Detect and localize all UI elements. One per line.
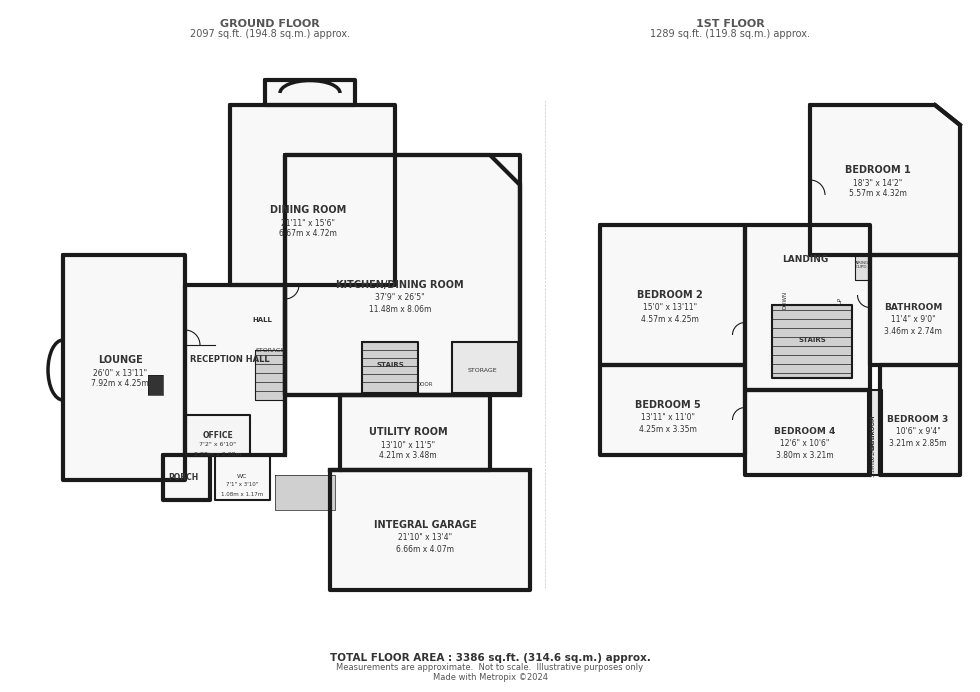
Polygon shape [265,80,355,105]
Polygon shape [452,342,518,393]
Text: 5.57m x 4.32m: 5.57m x 4.32m [849,190,906,199]
Polygon shape [215,455,270,500]
Text: LOUNGE: LOUNGE [98,355,142,365]
Polygon shape [870,255,960,365]
Text: 1289 sq.ft. (119.8 sq.m.) approx.: 1289 sq.ft. (119.8 sq.m.) approx. [650,29,810,39]
Text: 3.21m x 2.85m: 3.21m x 2.85m [889,439,947,448]
Polygon shape [810,105,960,255]
Text: 26'0" x 13'11": 26'0" x 13'11" [93,369,147,378]
Text: DINING ROOM: DINING ROOM [270,205,346,215]
Polygon shape [163,455,210,500]
Text: STORAGE: STORAGE [255,347,285,352]
Polygon shape [362,342,418,393]
Polygon shape [230,105,395,285]
Text: Measurements are approximate.  Not to scale.  Illustrative purposes only: Measurements are approximate. Not to sca… [336,664,644,673]
Text: STORAGE: STORAGE [467,367,497,372]
Text: 18'3" x 14'2": 18'3" x 14'2" [854,179,903,188]
Polygon shape [745,390,870,475]
Polygon shape [880,365,960,475]
Text: 2097 sq.ft. (194.8 sq.m.) approx.: 2097 sq.ft. (194.8 sq.m.) approx. [190,29,350,39]
Text: 6.67m x 4.72m: 6.67m x 4.72m [279,230,337,239]
Text: OFFICE: OFFICE [203,430,233,439]
Text: 11.48m x 8.06m: 11.48m x 8.06m [368,304,431,313]
Text: 1ST FLOOR: 1ST FLOOR [696,19,764,29]
Text: INTEGRAL GARAGE: INTEGRAL GARAGE [373,520,476,530]
Polygon shape [285,155,520,395]
Polygon shape [330,470,530,590]
Text: Made with Metropix ©2024: Made with Metropix ©2024 [432,673,548,682]
Polygon shape [340,395,490,470]
Polygon shape [600,225,745,365]
Text: 4.57m x 4.25m: 4.57m x 4.25m [641,314,699,323]
Text: AIRING
CUPD.: AIRING CUPD. [855,261,869,269]
Polygon shape [63,255,185,480]
Polygon shape [148,375,163,395]
Text: KITCHEN/DINING ROOM: KITCHEN/DINING ROOM [336,280,464,290]
Text: 1.08m x 1.17m: 1.08m x 1.17m [220,491,263,496]
Text: WC: WC [237,473,247,478]
Polygon shape [855,255,870,280]
Text: 37'9" x 26'5": 37'9" x 26'5" [375,293,424,302]
Text: 7.92m x 4.25m: 7.92m x 4.25m [91,379,149,388]
Text: TOTAL FLOOR AREA : 3386 sq.ft. (314.6 sq.m.) approx.: TOTAL FLOOR AREA : 3386 sq.ft. (314.6 sq… [329,653,651,663]
Text: 21'10" x 13'4": 21'10" x 13'4" [398,534,452,543]
Text: BATHROOM: BATHROOM [870,415,875,450]
Text: 15'0" x 13'11": 15'0" x 13'11" [643,304,697,313]
Text: 10'6" x 9'4": 10'6" x 9'4" [896,428,941,437]
Text: BATHROOM: BATHROOM [884,304,942,313]
Text: 21'11" x 15'6": 21'11" x 15'6" [281,219,335,228]
Polygon shape [868,390,882,475]
Text: HALL: HALL [252,317,271,323]
Text: DOOR: DOOR [416,383,433,388]
Text: LANDING: LANDING [782,255,828,264]
Polygon shape [255,350,285,400]
Text: 6.66m x 4.07m: 6.66m x 4.07m [396,545,454,554]
Text: BEDROOM 4: BEDROOM 4 [774,428,836,437]
Text: STAIRS: STAIRS [376,362,404,368]
Polygon shape [745,225,870,390]
Text: 3.19m x 1.48m: 3.19m x 1.48m [870,439,875,477]
Polygon shape [185,415,250,455]
Text: 11'4" x 9'0": 11'4" x 9'0" [891,316,935,325]
Text: BEDROOM 1: BEDROOM 1 [845,165,910,175]
Text: DOWN: DOWN [782,291,788,309]
Text: 3.80m x 3.21m: 3.80m x 3.21m [776,450,834,459]
Polygon shape [772,305,852,378]
Text: 3.46m x 2.74m: 3.46m x 2.74m [884,327,942,336]
Text: 4.25m x 3.35m: 4.25m x 3.35m [639,424,697,433]
Text: 7'2" x 6'10": 7'2" x 6'10" [200,442,236,448]
Text: UTILITY ROOM: UTILITY ROOM [368,427,447,437]
Polygon shape [600,365,745,455]
Text: GROUND FLOOR: GROUND FLOOR [220,19,319,29]
Text: BEDROOM 5: BEDROOM 5 [635,400,701,410]
Polygon shape [185,285,285,455]
Text: 4.21m x 3.48m: 4.21m x 3.48m [379,451,437,460]
Text: 10'5" x 5'2": 10'5" x 5'2" [870,434,875,462]
Text: 7'1" x 3'10": 7'1" x 3'10" [225,482,258,487]
Text: 2.20m x 2.08m: 2.20m x 2.08m [194,451,242,457]
Text: PORCH: PORCH [168,473,198,482]
Text: 13'10" x 11'5": 13'10" x 11'5" [381,441,435,450]
Text: UP: UP [838,296,843,304]
Polygon shape [285,155,520,395]
Text: RECEPTION HALL: RECEPTION HALL [190,356,270,365]
Text: STAIRS: STAIRS [798,337,826,343]
Text: BEDROOM 2: BEDROOM 2 [637,290,703,300]
Text: 12'6" x 10'6": 12'6" x 10'6" [780,439,830,448]
Text: 13'11" x 11'0": 13'11" x 11'0" [641,414,695,423]
Polygon shape [275,475,335,510]
Text: BEDROOM 3: BEDROOM 3 [887,415,949,424]
